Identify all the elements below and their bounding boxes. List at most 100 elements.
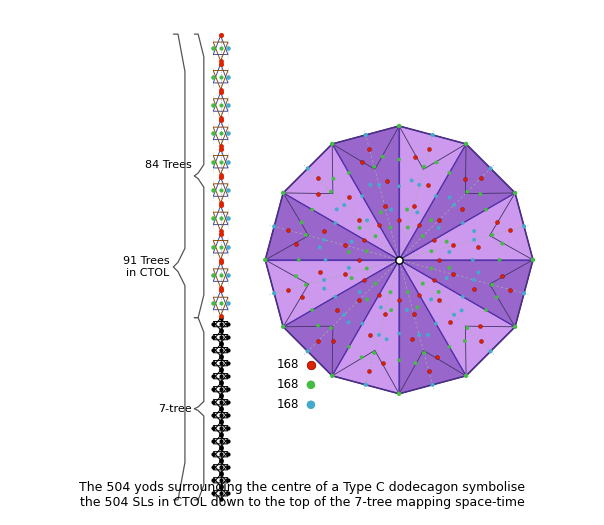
Point bbox=[418, 279, 428, 288]
Point bbox=[278, 322, 288, 331]
Point bbox=[434, 296, 444, 304]
Point bbox=[208, 463, 218, 471]
Point bbox=[208, 359, 218, 368]
Polygon shape bbox=[399, 193, 533, 260]
Point bbox=[365, 181, 375, 189]
Point bbox=[339, 311, 349, 319]
Point bbox=[216, 431, 225, 439]
Point bbox=[208, 476, 218, 485]
Point bbox=[216, 398, 225, 406]
Point bbox=[428, 381, 437, 389]
Point bbox=[468, 256, 478, 264]
Point bbox=[339, 201, 349, 209]
Point bbox=[208, 450, 218, 458]
Point bbox=[394, 390, 404, 398]
Point bbox=[418, 232, 428, 240]
Point bbox=[457, 205, 466, 214]
Point bbox=[313, 190, 323, 198]
Point bbox=[365, 331, 375, 339]
Point bbox=[423, 181, 432, 189]
Point bbox=[487, 230, 497, 239]
Point bbox=[223, 372, 233, 381]
Point bbox=[223, 476, 233, 485]
Point bbox=[486, 347, 495, 355]
Point bbox=[216, 379, 225, 387]
Point bbox=[394, 256, 404, 264]
Point bbox=[208, 299, 218, 308]
Point bbox=[216, 101, 225, 109]
Point bbox=[223, 320, 233, 328]
Point bbox=[434, 256, 444, 264]
Point bbox=[216, 385, 225, 393]
Point bbox=[426, 216, 436, 225]
Point bbox=[409, 202, 419, 210]
Point bbox=[216, 258, 225, 266]
Polygon shape bbox=[399, 144, 515, 260]
Point bbox=[283, 226, 293, 234]
Point bbox=[402, 306, 412, 314]
Point bbox=[269, 222, 279, 230]
Point bbox=[216, 243, 225, 251]
Point bbox=[208, 437, 218, 445]
Polygon shape bbox=[265, 260, 399, 327]
Point bbox=[223, 463, 233, 471]
Point bbox=[445, 343, 454, 351]
Point bbox=[208, 44, 218, 52]
Point bbox=[519, 289, 529, 298]
Point bbox=[380, 310, 390, 318]
Point bbox=[506, 226, 515, 234]
Point bbox=[216, 271, 225, 279]
Point bbox=[223, 299, 233, 308]
Point bbox=[216, 404, 225, 413]
Point bbox=[476, 174, 486, 183]
Point bbox=[434, 224, 443, 232]
Point bbox=[402, 205, 412, 214]
Point bbox=[216, 186, 225, 194]
Point bbox=[216, 312, 225, 321]
Point bbox=[458, 219, 467, 227]
Point bbox=[223, 186, 233, 194]
Point bbox=[216, 470, 225, 478]
Point bbox=[449, 270, 458, 279]
Point bbox=[223, 72, 233, 81]
Point bbox=[344, 264, 354, 272]
Point bbox=[216, 114, 225, 122]
Point bbox=[371, 232, 381, 240]
Point bbox=[449, 241, 458, 249]
Point bbox=[208, 398, 218, 406]
Point bbox=[469, 227, 479, 235]
Point bbox=[216, 86, 225, 94]
Point bbox=[208, 489, 218, 498]
Point bbox=[357, 353, 367, 362]
Point bbox=[487, 281, 497, 289]
Point bbox=[223, 101, 233, 109]
Point bbox=[359, 236, 369, 244]
Point bbox=[442, 237, 451, 246]
Point bbox=[216, 171, 225, 179]
Point bbox=[403, 288, 413, 297]
Point bbox=[429, 236, 439, 244]
Point bbox=[344, 169, 354, 177]
Point bbox=[481, 306, 491, 314]
Point bbox=[387, 205, 396, 214]
Point bbox=[326, 187, 336, 196]
Point bbox=[413, 208, 422, 217]
Point bbox=[216, 72, 225, 81]
Point bbox=[278, 188, 288, 197]
Point bbox=[419, 163, 429, 171]
Point bbox=[371, 279, 381, 288]
Point bbox=[208, 385, 218, 393]
Point bbox=[434, 216, 444, 224]
Point bbox=[449, 311, 459, 319]
Point bbox=[216, 256, 225, 264]
Point bbox=[347, 237, 356, 246]
Point bbox=[216, 214, 225, 223]
Point bbox=[528, 256, 538, 264]
Point bbox=[216, 495, 225, 503]
Point bbox=[208, 243, 218, 251]
Point bbox=[426, 264, 436, 272]
Point bbox=[216, 340, 225, 349]
Point bbox=[407, 335, 417, 343]
Point bbox=[382, 335, 391, 343]
Point bbox=[208, 186, 218, 194]
